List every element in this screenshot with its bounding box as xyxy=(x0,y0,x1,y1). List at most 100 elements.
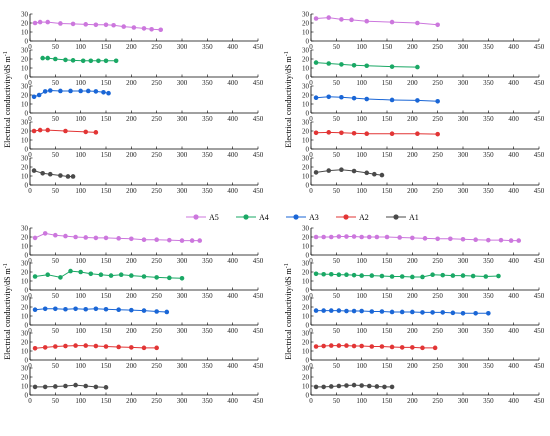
legend-item-a1: A1 xyxy=(386,213,419,222)
data-point-a5 xyxy=(53,232,58,238)
data-point-a5 xyxy=(508,238,514,243)
data-point-a4 xyxy=(113,58,119,64)
x-tick-label: 0 xyxy=(28,43,32,51)
data-point-a3 xyxy=(106,90,111,96)
data-point-a4 xyxy=(359,273,364,278)
data-point-a2 xyxy=(336,343,342,348)
x-tick-label: 450 xyxy=(253,79,264,87)
series-line-a4 xyxy=(34,270,183,279)
legend-marker xyxy=(243,214,249,220)
y-tick-label: 10 xyxy=(302,382,310,390)
data-point-a5 xyxy=(344,234,349,239)
x-tick-label: 200 xyxy=(126,43,137,51)
data-point-a2 xyxy=(93,130,99,135)
x-tick-label: 0 xyxy=(28,327,32,335)
y-tick-label: 10 xyxy=(302,242,310,250)
data-point-a3 xyxy=(430,310,435,315)
x-tick-label: 350 xyxy=(483,115,494,123)
data-point-a1 xyxy=(339,167,344,172)
data-point-a5 xyxy=(389,19,395,25)
data-point-a5 xyxy=(83,22,89,27)
y-tick-label: 0 xyxy=(25,356,29,364)
data-point-a3 xyxy=(73,306,78,312)
data-point-a2 xyxy=(420,345,425,351)
data-point-a3 xyxy=(359,308,364,314)
data-point-a3 xyxy=(31,94,37,100)
series-line-a2 xyxy=(316,345,436,349)
x-tick-label: 50 xyxy=(52,115,60,123)
data-point-a4 xyxy=(339,62,344,67)
data-point-a4 xyxy=(440,272,446,278)
data-point-a3 xyxy=(420,310,425,315)
data-point-a3 xyxy=(379,309,385,314)
x-tick-label: 250 xyxy=(432,327,443,335)
x-tick-label: 50 xyxy=(333,79,341,87)
x-tick-label: 100 xyxy=(356,292,367,300)
y-axis-title: Electrical conductivity/dS m-1 xyxy=(3,51,12,148)
data-point-a1 xyxy=(328,384,334,389)
y-tick-label: 10 xyxy=(21,312,29,320)
data-point-a2 xyxy=(37,127,43,133)
y-tick-label: 0 xyxy=(306,181,310,189)
x-tick-label: 200 xyxy=(407,257,418,265)
x-tick-label: 100 xyxy=(75,397,86,405)
data-point-a4 xyxy=(45,272,51,278)
x-tick-label: 250 xyxy=(432,79,443,87)
x-tick-label: 150 xyxy=(101,151,112,159)
x-tick-label: 100 xyxy=(356,362,367,370)
data-point-a5 xyxy=(473,237,478,242)
data-point-a4 xyxy=(80,58,86,64)
data-point-a4 xyxy=(154,275,159,280)
data-point-a1 xyxy=(73,382,78,388)
x-tick-label: 400 xyxy=(227,151,238,159)
data-point-a3 xyxy=(460,311,466,316)
y-tick-label: 0 xyxy=(25,286,29,294)
data-point-a3 xyxy=(83,306,89,312)
data-point-a5 xyxy=(326,15,332,20)
y-tick-label: 0 xyxy=(25,251,29,259)
x-tick-label: 250 xyxy=(151,43,162,51)
x-tick-label: 50 xyxy=(333,397,341,405)
x-tick-label: 200 xyxy=(126,151,137,159)
x-tick-label: 50 xyxy=(52,79,60,87)
x-tick-label: 200 xyxy=(126,397,137,405)
legend-label: A3 xyxy=(309,213,319,222)
y-tick-label: 30 xyxy=(302,224,310,232)
y-tick-label: 30 xyxy=(21,364,29,372)
data-point-a2 xyxy=(313,130,319,136)
data-point-a3 xyxy=(103,306,109,312)
data-point-a1 xyxy=(53,384,58,389)
x-tick-label: 150 xyxy=(382,397,393,405)
x-tick-label: 150 xyxy=(101,257,112,265)
x-tick-label: 250 xyxy=(151,292,162,300)
y-tick-label: 30 xyxy=(302,82,310,90)
data-point-a4 xyxy=(88,58,94,64)
y-tick-label: 0 xyxy=(306,109,310,117)
y-tick-label: 0 xyxy=(306,145,310,153)
x-tick-label: 450 xyxy=(253,397,264,405)
x-tick-label: 100 xyxy=(356,79,367,87)
y-tick-label: 20 xyxy=(21,373,29,381)
x-tick-label: 200 xyxy=(126,362,137,370)
x-tick-label: 150 xyxy=(382,43,393,51)
data-point-a3 xyxy=(486,311,491,316)
data-point-a2 xyxy=(410,345,415,350)
x-tick-label: 100 xyxy=(356,327,367,335)
data-point-a5 xyxy=(197,238,203,243)
x-tick-label: 0 xyxy=(309,257,313,265)
x-tick-label: 250 xyxy=(151,397,162,405)
x-tick-label: 250 xyxy=(151,187,162,195)
x-tick-label: 0 xyxy=(309,79,313,87)
x-tick-label: 350 xyxy=(202,43,213,51)
y-tick-label: 20 xyxy=(302,303,310,311)
y-tick-label: 10 xyxy=(21,382,29,390)
data-point-a5 xyxy=(435,22,440,28)
x-tick-label: 350 xyxy=(202,257,213,265)
x-tick-label: 300 xyxy=(458,151,469,159)
legend: A5 A4 A3 A2 A1 xyxy=(186,213,419,222)
y-tick-label: 10 xyxy=(21,64,29,72)
y-tick-label: 0 xyxy=(25,391,29,399)
x-tick-label: 300 xyxy=(177,327,188,335)
